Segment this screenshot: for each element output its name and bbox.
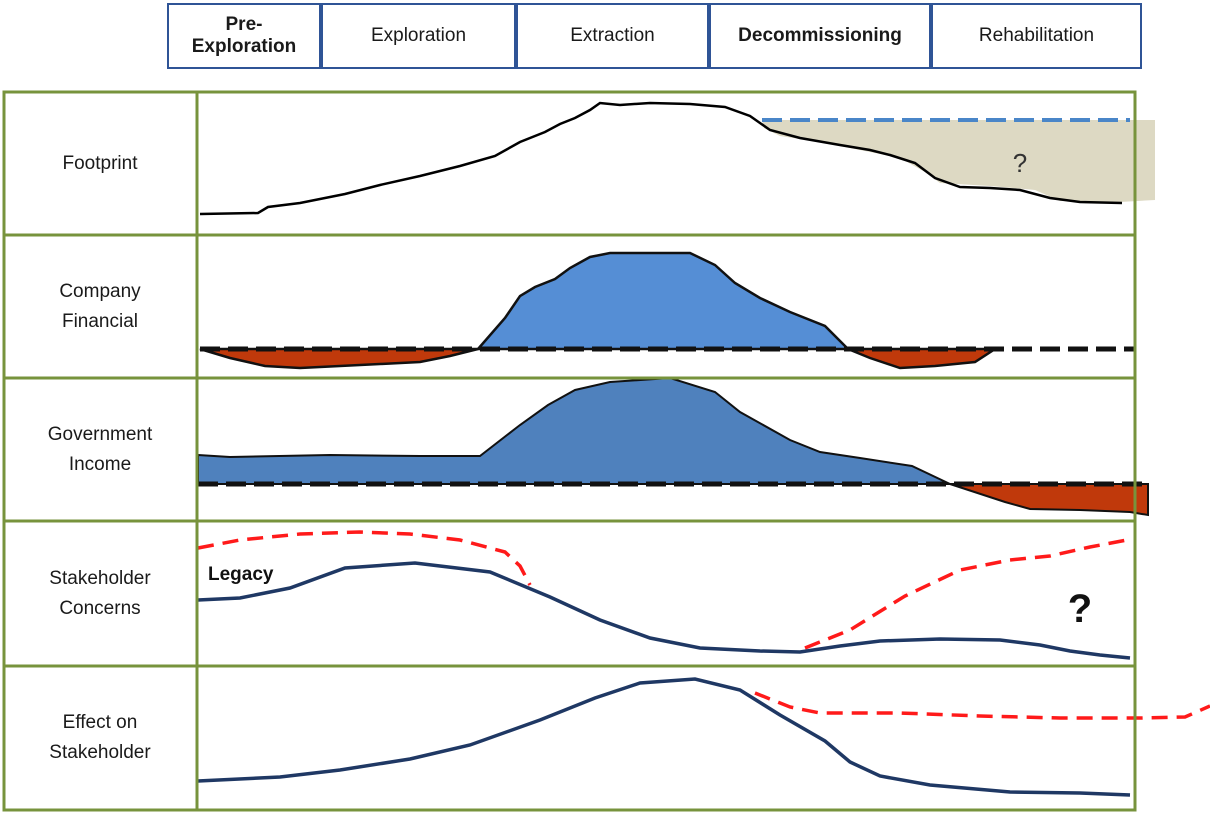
- concerns-navy-line: [197, 561, 1131, 660]
- concerns-red-dashed-early: [197, 530, 532, 586]
- government-positive-area: [197, 376, 951, 485]
- effect-red-dashed: [754, 691, 1210, 720]
- phase-decommissioning: Decommissioning: [709, 3, 931, 69]
- grid-frame: [2, 90, 1137, 812]
- government-income-panel: [197, 376, 1149, 517]
- company-negative-area-early: [199, 347, 479, 370]
- company-positive-area: [475, 251, 852, 351]
- footprint-uncertain-area: [762, 120, 1155, 202]
- concerns-red-dashed-late: [804, 537, 1133, 650]
- footprint-question-mark: ?: [1013, 148, 1027, 178]
- row-label-effect-on-stakeholder: Effect on Stakeholder: [49, 712, 151, 763]
- row-label-footprint: Footprint: [62, 152, 138, 174]
- company-financial-panel: [199, 251, 1135, 370]
- legacy-label: Legacy: [208, 564, 274, 585]
- row-label-company-financial: Company Financial: [59, 280, 141, 332]
- concerns-question-mark: ?: [1068, 587, 1092, 631]
- company-negative-area-late: [847, 347, 1000, 370]
- row-label-stakeholder-concerns: Stakeholder Concerns: [49, 567, 151, 619]
- row-label-government-income: Government Income: [47, 423, 153, 475]
- phase-rehabilitation: Rehabilitation: [931, 3, 1142, 69]
- footprint-panel: ?: [199, 101, 1155, 216]
- phase-exploration: Exploration: [321, 3, 516, 69]
- effect-navy-line: [197, 677, 1131, 797]
- stakeholder-concerns-panel: Legacy ?: [197, 530, 1133, 660]
- phase-pre-exploration: Pre- Exploration: [167, 3, 321, 69]
- footprint-curve: [199, 101, 1123, 216]
- government-negative-area: [949, 483, 1149, 517]
- effect-on-stakeholder-panel: [197, 677, 1210, 797]
- phase-extraction: Extraction: [516, 3, 709, 69]
- grid-outer-border: [2, 90, 1137, 812]
